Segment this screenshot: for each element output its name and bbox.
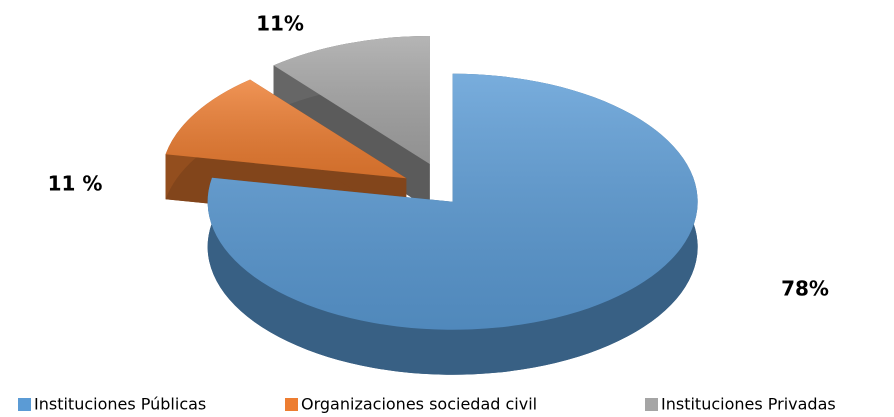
legend-label: Organizaciones sociedad civil <box>301 395 537 414</box>
slice-sheen <box>273 36 430 165</box>
legend-swatch <box>645 398 658 411</box>
data-label: 78% <box>781 277 829 301</box>
legend-swatch <box>18 398 31 411</box>
data-label: 11 % <box>48 172 103 196</box>
legend-label: Instituciones Privadas <box>661 395 836 414</box>
slice-sheen <box>165 79 407 179</box>
legend-label: Instituciones Públicas <box>34 395 206 414</box>
pie-slice <box>207 73 698 375</box>
slice-sheen <box>207 73 698 330</box>
legend-swatch <box>285 398 298 411</box>
data-label: 11% <box>256 12 304 36</box>
